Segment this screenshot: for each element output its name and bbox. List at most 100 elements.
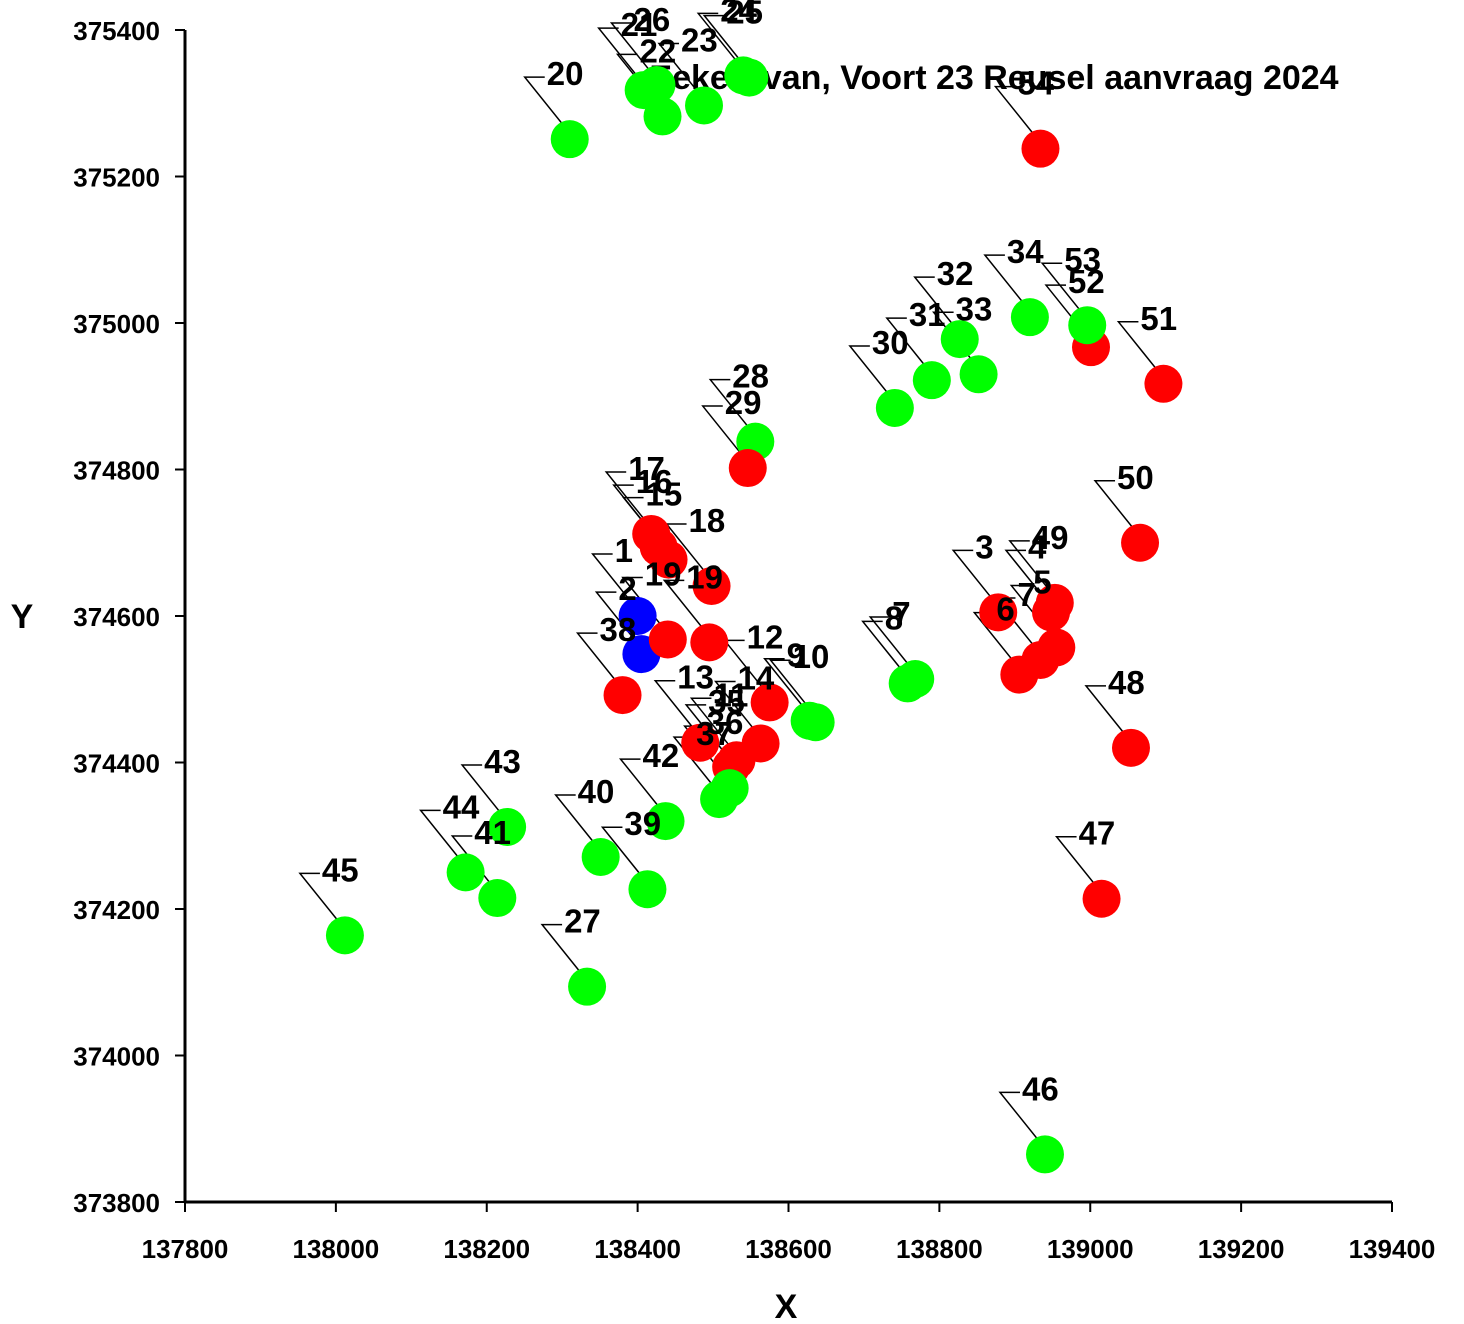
y-tick-label: 374600 [73,602,160,632]
leader-line [657,42,705,100]
data-point [681,723,720,762]
leader-line [769,659,817,717]
leader-line [689,697,738,755]
data-point [488,807,527,846]
leader-line [763,657,811,716]
leader-line [298,872,346,930]
data-point [1111,728,1150,767]
point-label: 36 [707,704,744,741]
x-tick-label: 137800 [142,1234,229,1264]
point-label: 16 [636,463,673,500]
point-label: 5 [1033,563,1051,600]
leader-line [523,76,571,134]
leader-line [983,254,1031,312]
x-tick-label: 138000 [292,1234,379,1264]
data-point [568,967,607,1006]
leader-line [868,616,916,674]
leader-line [575,632,624,690]
x-axis-title: X [775,1288,798,1324]
point-label: 45 [322,851,359,888]
leader-line [554,794,602,852]
point-label: 19 [645,555,682,592]
data-point [581,837,620,876]
y-tick-label: 374000 [73,1042,160,1072]
data-point [628,870,667,909]
leader-line [951,549,999,607]
y-tick-label: 374800 [73,456,160,486]
point-label: 10 [793,638,830,675]
point-label: 3 [975,528,993,565]
point-label: 14 [738,659,775,696]
data-point [875,388,914,427]
data-point [618,597,657,635]
data-point [1025,1135,1064,1174]
x-tick-label: 139400 [1349,1234,1436,1264]
data-point [632,514,671,553]
data-point [1021,640,1060,679]
data-point [912,361,951,400]
point-label: 26 [633,1,670,38]
point-label: 22 [640,32,677,69]
point-label: 44 [443,788,480,825]
leader-line [618,758,667,816]
leader-line [1004,549,1052,607]
y-tick-label: 375400 [73,16,160,46]
point-label: 13 [677,659,714,696]
point-label: 11 [713,676,748,713]
point-label: 27 [564,903,601,940]
point-label: 39 [624,805,661,842]
leader-line [1040,262,1088,320]
point-label: 20 [547,55,584,92]
point-label: 23 [681,21,718,58]
data-point [646,802,685,841]
data-point [478,879,517,918]
leader-line [885,317,933,375]
leader-line [714,680,762,738]
point-label: 15 [646,476,683,513]
axes: 137800 138000 138200 138400 138600 138800 1390… [73,16,1435,1264]
point-label: 53 [1064,241,1101,278]
point-label: 37 [696,715,733,752]
leader-line [1084,685,1132,743]
point-label: 25 [726,0,763,31]
point-label: 19 [686,558,723,595]
data-point [690,623,729,662]
data-point [728,449,767,488]
point-label: 9 [787,637,805,674]
leader-line [1055,835,1103,894]
point-label: 4 [1028,528,1047,565]
data-point [685,86,724,125]
point-label: 17 [628,450,665,487]
data-point [1068,306,1107,345]
leader-line [1093,480,1141,538]
point-label: 6 [996,591,1014,628]
leader-line [1116,321,1165,379]
data-point [603,676,642,715]
point-label: 7 [1017,576,1035,613]
leader-line [708,378,756,437]
point-label: 46 [1022,1070,1059,1107]
data-point [643,97,682,136]
data-point [1144,364,1183,403]
data-point [940,320,979,359]
x-tick-label: 139000 [1047,1234,1134,1264]
leader-line [1008,540,1056,598]
point-label: 28 [732,358,769,395]
data-point [750,683,789,722]
point-label: 1 [615,532,633,569]
leader-line [600,826,649,884]
data-point [692,566,731,605]
point-label: 48 [1108,664,1145,701]
point-label: 50 [1117,459,1154,496]
point-label: 42 [643,737,680,774]
y-tick-label: 373800 [73,1188,160,1218]
leader-line [609,22,658,80]
point-label: 18 [689,502,726,539]
point-label: 40 [578,773,615,810]
data-point [446,853,485,892]
leader-line [848,345,896,403]
data-point [637,65,676,104]
y-tick-label: 374400 [73,749,160,779]
point-label: 49 [1032,519,1069,556]
